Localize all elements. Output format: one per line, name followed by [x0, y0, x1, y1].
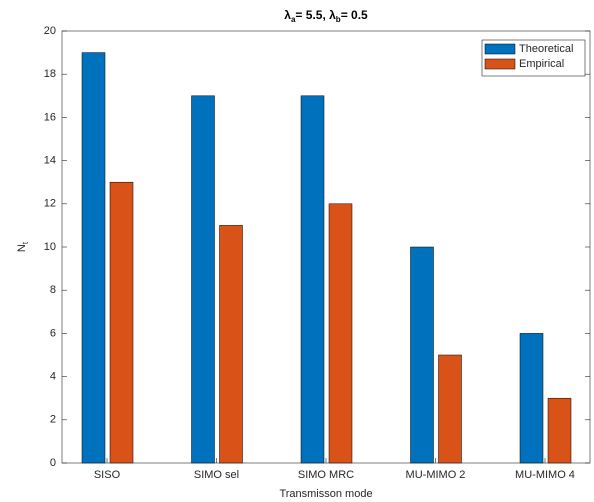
legend-swatch: [484, 43, 516, 55]
x-tick-label: SISO: [94, 469, 121, 481]
bar: [81, 52, 106, 464]
bar: [438, 354, 462, 464]
text-part: = 5.5, λ: [295, 8, 336, 22]
x-tick-label: SIMO MRC: [298, 469, 354, 481]
y-tick-label: 0: [50, 457, 56, 469]
bar: [519, 333, 544, 464]
y-tick-label: 10: [44, 241, 56, 253]
subscript: t: [21, 241, 30, 244]
x-tick-label: MU-MIMO 4: [515, 469, 575, 481]
y-tick-label: 6: [50, 327, 56, 339]
x-tick-label: MU-MIMO 2: [406, 469, 466, 481]
chart-title: λa= 5.5, λb= 0.5: [284, 8, 368, 24]
bar: [328, 203, 353, 464]
bar: [547, 397, 572, 464]
subscript: a: [291, 15, 296, 24]
y-tick-label: 16: [44, 111, 56, 123]
legend-label: Theoretical: [519, 43, 573, 55]
bar: [109, 181, 134, 464]
y-tick-label: 2: [50, 414, 56, 426]
text-part: λ: [284, 8, 291, 22]
text-part: = 0.5: [341, 8, 368, 22]
x-axis-label: Transmisson mode: [279, 488, 372, 500]
text-part: N: [16, 244, 28, 252]
y-tick-label: 4: [50, 371, 56, 383]
y-axis-label: Nt: [16, 241, 30, 252]
y-tick-label: 20: [44, 25, 56, 37]
subscript: b: [336, 15, 341, 24]
bar: [300, 95, 325, 464]
bar: [410, 246, 434, 464]
y-tick-label: 12: [44, 198, 56, 210]
legend-swatch: [484, 58, 516, 70]
y-tick-label: 8: [50, 284, 56, 296]
legend-label: Empirical: [519, 58, 564, 70]
y-tick-label: 18: [44, 68, 56, 80]
x-tick-label: SIMO sel: [194, 469, 239, 481]
y-tick-label: 14: [44, 155, 56, 167]
bar: [219, 225, 243, 464]
bar: [191, 95, 215, 464]
